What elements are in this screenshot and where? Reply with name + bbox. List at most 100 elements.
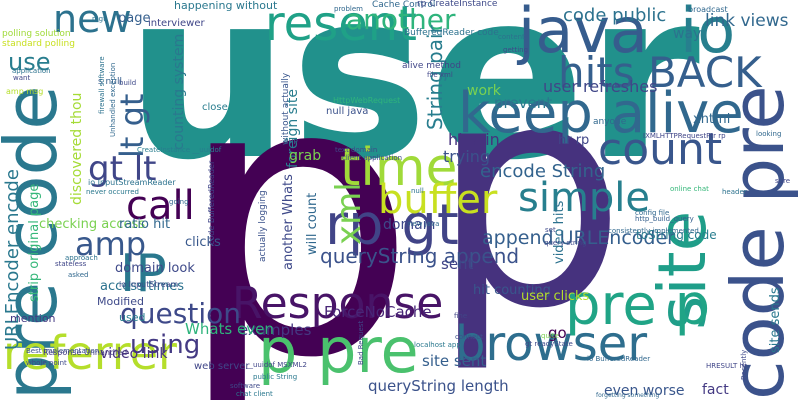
cloud-word: code BufferedReader bbox=[207, 160, 216, 245]
cloud-word: trying bbox=[443, 147, 491, 166]
cloud-word: rp CreateInstance bbox=[417, 0, 498, 9]
cloud-word: whole point bbox=[26, 359, 67, 367]
cloud-word: hits_in bbox=[448, 130, 500, 149]
cloud-word: user clicks bbox=[521, 289, 590, 304]
cloud-word: approach bbox=[65, 254, 98, 262]
cloud-word: hr rp bbox=[558, 133, 590, 148]
cloud-word: user bbox=[125, 0, 701, 211]
cloud-word: use bbox=[8, 48, 51, 76]
cloud-word: client application bbox=[342, 154, 403, 162]
cloud-word: gt lt bbox=[88, 149, 157, 189]
cloud-word: firewall software bbox=[98, 56, 106, 114]
cloud-word: Response bbox=[232, 278, 444, 329]
cloud-word: polling solution bbox=[2, 29, 71, 39]
cloud-word: amp msg bbox=[6, 87, 44, 96]
cloud-word: actually logging bbox=[258, 190, 268, 262]
cloud-word: clicks bbox=[185, 235, 221, 250]
cloud-word: Best implementation bbox=[26, 347, 100, 355]
cloud-word: mention bbox=[10, 312, 56, 325]
cloud-word: another Whats bbox=[281, 174, 296, 270]
cloud-word: strip original page bbox=[27, 183, 42, 302]
cloud-word: IXMLHTTPRequestPtr rp bbox=[643, 132, 726, 140]
cloud-word: io InputStreamReader bbox=[88, 178, 176, 187]
cloud-word: getting bbox=[503, 46, 529, 54]
cloud-word: Response Unhandled bbox=[43, 348, 128, 357]
cloud-word: stateless bbox=[55, 260, 87, 268]
cloud-word: examples bbox=[239, 321, 312, 339]
cloud-word: application bbox=[12, 67, 51, 75]
cloud-word: access times bbox=[100, 279, 185, 294]
cloud-word: BufferedReader code bbox=[404, 28, 499, 38]
cloud-word: even worse bbox=[604, 383, 685, 399]
cloud-word: http_build_query bbox=[635, 215, 694, 223]
cloud-word: standard polling bbox=[2, 39, 75, 49]
cloud-word: content bbox=[498, 33, 525, 41]
cloud-word: header bbox=[722, 188, 747, 196]
cloud-word: counting system bbox=[171, 33, 187, 150]
cloud-word: problem bbox=[334, 5, 363, 13]
cloud-word: looking bbox=[756, 130, 782, 138]
cloud-word: close bbox=[202, 102, 228, 113]
cloud-word: want bbox=[13, 74, 31, 82]
cloud-word: toString code bbox=[636, 228, 717, 242]
cloud-word: __uuidof MSXML2 bbox=[246, 361, 307, 369]
cloud-word: keep alive bbox=[458, 81, 744, 146]
cloud-word: forgetting something bbox=[596, 392, 660, 399]
cloud-word: text domain bbox=[335, 146, 378, 154]
cloud-word: p pre bbox=[258, 314, 419, 387]
cloud-word: n gt bbox=[92, 15, 106, 23]
cloud-word: fact bbox=[702, 382, 729, 398]
cloud-word: quite bbox=[541, 332, 559, 340]
cloud-word: Cache Control bbox=[372, 0, 436, 10]
cloud-word: query string bbox=[544, 239, 587, 247]
cloud-word: buffer bbox=[378, 177, 498, 223]
cloud-word: pre p bbox=[565, 273, 711, 338]
cloud-word: site sends bbox=[768, 287, 783, 353]
cloud-word: s null bbox=[98, 77, 122, 87]
cloud-word: online chat bbox=[670, 185, 709, 193]
cloud-word: sure bbox=[775, 177, 791, 185]
cloud-word: hits BACK bbox=[558, 48, 762, 97]
cloud-word: way bbox=[673, 26, 702, 42]
cloud-word: grab bbox=[289, 148, 322, 164]
cloud-word: domain bbox=[383, 217, 436, 233]
cloud-word: Bad Request bbox=[357, 320, 365, 365]
cloud-word: question bbox=[120, 297, 241, 330]
cloud-word: xhtml bbox=[693, 112, 731, 127]
cloud-word: chat client bbox=[236, 390, 273, 398]
cloud-word: domain look bbox=[115, 261, 195, 276]
cloud-word: PHP bbox=[284, 138, 298, 146]
cloud-word: browser bbox=[455, 316, 648, 372]
cloud-word: fine bbox=[454, 312, 468, 320]
cloud-word: referrer bbox=[3, 326, 177, 380]
cloud-word: discovered thou bbox=[69, 92, 85, 205]
cloud-word: null bbox=[411, 187, 424, 195]
cloud-word: work bbox=[467, 83, 501, 99]
cloud-word: anyone bbox=[593, 117, 627, 127]
cloud-word: gt readyState bbox=[525, 340, 573, 348]
cloud-word: never occurred bbox=[86, 188, 139, 196]
cloud-word: null java bbox=[326, 106, 369, 117]
cloud-word: encode String bbox=[480, 161, 606, 182]
cloud-word: build bbox=[119, 79, 137, 87]
cloud-word: Whats even bbox=[185, 320, 274, 338]
cloud-word: web server bbox=[194, 361, 250, 372]
cloud-word: count bbox=[598, 124, 723, 175]
cloud-word: queryString length bbox=[368, 377, 509, 395]
cloud-word: xml bbox=[329, 182, 369, 245]
cloud-word: page bbox=[118, 11, 151, 26]
cloud-word: rp gt bbox=[325, 193, 459, 258]
cloud-word: file xml bbox=[427, 71, 453, 79]
cloud-word: HttpWebRequest bbox=[333, 96, 401, 105]
cloud-word: new java bbox=[408, 220, 440, 228]
cloud-word: io InputStream bbox=[119, 280, 179, 289]
cloud-word: will count bbox=[305, 192, 320, 255]
cloud-word: CreateInstance __uuidof bbox=[137, 146, 222, 154]
cloud-word: using bbox=[130, 330, 201, 360]
cloud-word: io bbox=[680, 0, 736, 67]
cloud-word: software bbox=[230, 382, 261, 390]
cloud-word: call bbox=[126, 183, 195, 229]
cloud-word: public String bbox=[253, 373, 298, 381]
cloud-word: consistently implemented bbox=[608, 227, 699, 235]
cloud-word: ForceNoCache bbox=[324, 303, 432, 321]
